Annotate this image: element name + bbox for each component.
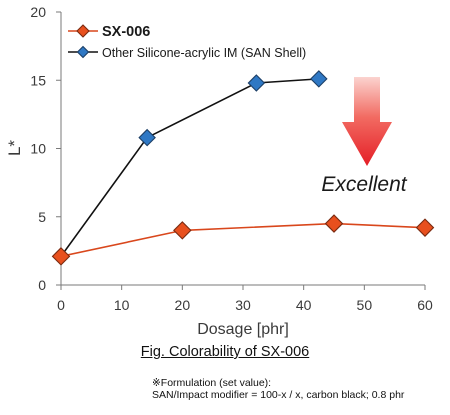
y-tick-label: 5 [38, 209, 46, 225]
annotation-text: Excellent [321, 173, 407, 196]
data-point-0 [324, 214, 344, 233]
x-tick-label: 30 [235, 297, 251, 313]
data-point-1 [310, 70, 328, 88]
x-tick-label: 60 [417, 297, 433, 313]
x-tick-label: 20 [175, 297, 191, 313]
series-line-1 [60, 78, 319, 257]
series-line-0 [60, 222, 426, 258]
y-tick-label: 10 [30, 141, 46, 157]
y-tick-label: 0 [38, 277, 46, 293]
annotation-arrow [342, 77, 392, 166]
data-point-1 [138, 128, 156, 147]
legend-label-1: Other Silicone-acrylic IM (SAN Shell) [102, 46, 306, 60]
x-tick-label: 40 [296, 297, 312, 313]
formulation-note: ※Formulation (set value): SAN/Impact mod… [152, 377, 404, 401]
legend-label-0: SX-006 [102, 24, 150, 40]
y-tick-label: 20 [30, 4, 46, 20]
data-point-1 [247, 74, 266, 92]
x-axis-title: Dosage [phr] [197, 321, 289, 338]
legend-marker-1 [76, 45, 90, 59]
data-point-0 [173, 221, 192, 240]
x-tick-label: 0 [57, 297, 65, 313]
data-point-0 [51, 247, 71, 266]
data-point-0 [415, 218, 435, 237]
figure-caption-text: Fig. Colorability of SX-006 [140, 344, 310, 360]
formulation-note-line2: SAN/Impact modifier = 100-x / x, carbon … [152, 389, 405, 401]
y-tick-label: 15 [30, 72, 46, 88]
y-axis-title: L* [5, 140, 24, 156]
x-tick-label: 10 [114, 297, 130, 313]
x-tick-label: 50 [357, 297, 373, 313]
formulation-note-line1: ※Formulation (set value): [152, 377, 272, 389]
legend-marker-0 [76, 24, 90, 38]
figure-caption: Fig. Colorability of SX-006 [0, 344, 450, 360]
chart: 0 5 10 15 20 0 10 20 30 40 50 60 SX-006 Other Silicon… [5, 4, 435, 338]
